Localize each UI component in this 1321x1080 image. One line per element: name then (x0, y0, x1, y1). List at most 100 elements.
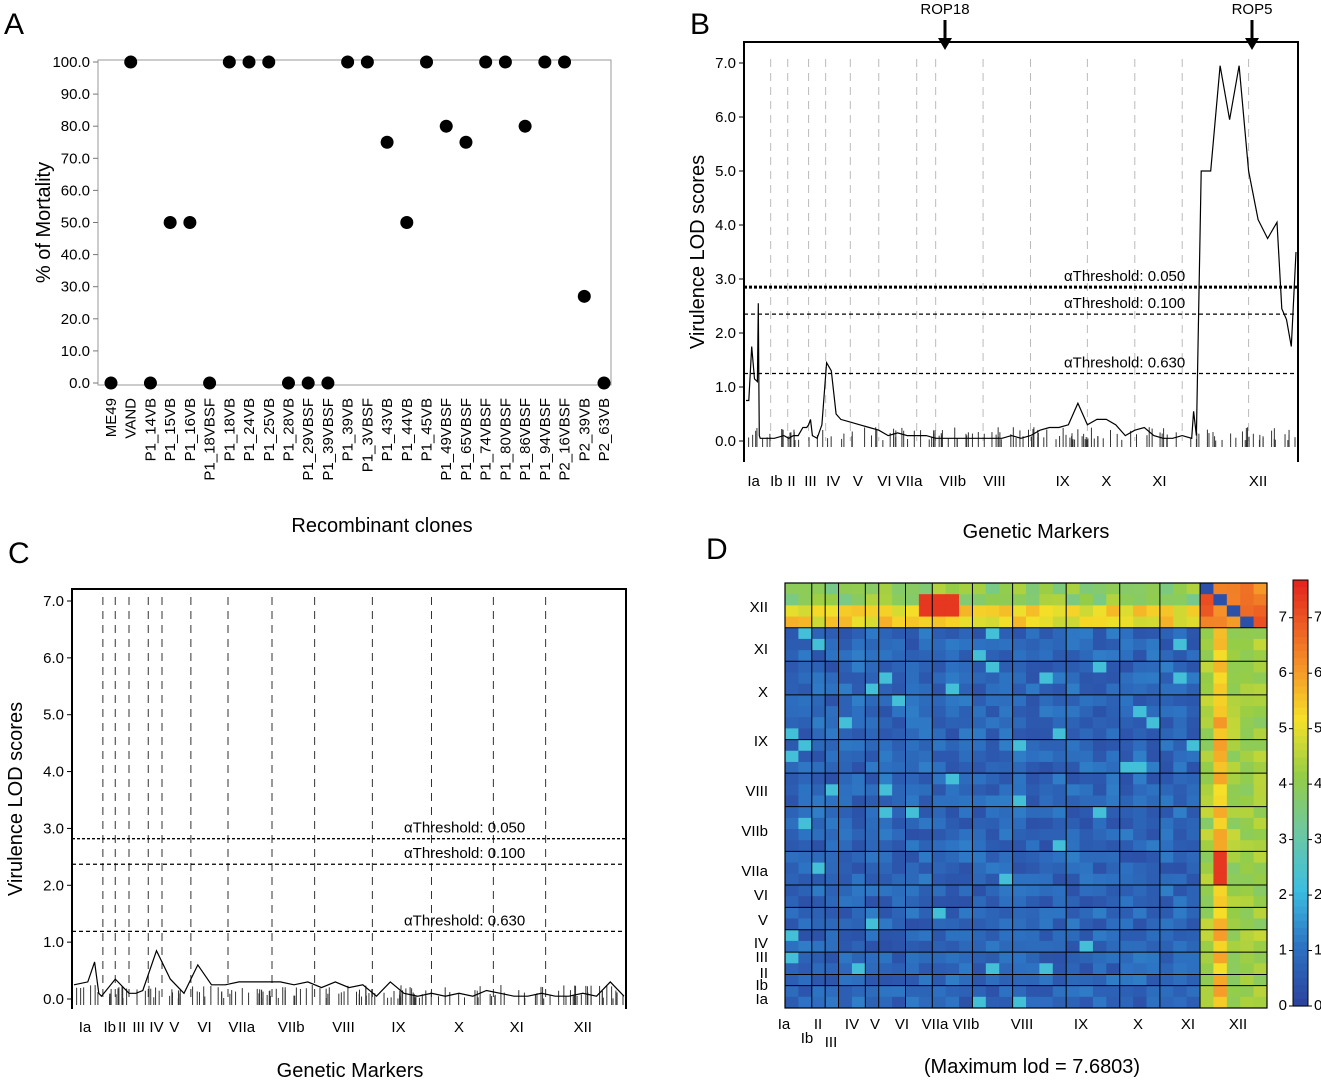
heatmap-cell (1253, 761, 1268, 774)
heatmap-cell (798, 706, 813, 718)
heatmap-cell (1253, 728, 1268, 741)
data-point (281, 376, 295, 390)
heatmap-cell (1186, 851, 1201, 864)
heatmap-cell (1173, 583, 1188, 595)
heatmap-cell (1213, 862, 1228, 875)
heatmap-cell (1159, 661, 1174, 673)
heatmap-cell (1092, 940, 1107, 953)
colorbar-segment (1293, 892, 1308, 901)
heatmap-cell (1012, 851, 1027, 864)
heatmap-cell (1213, 706, 1228, 718)
y-tick-label: 4.0 (43, 764, 64, 781)
heatmap-cell (1106, 806, 1121, 819)
heatmap-cell (838, 616, 853, 629)
heatmap-cell (1226, 918, 1241, 931)
heatmap-cell (851, 594, 866, 606)
y-tick-label: 3.0 (715, 271, 736, 288)
heatmap-cell (825, 672, 840, 685)
heatmap-cell (1200, 672, 1214, 685)
colorbar-segment (1293, 615, 1308, 624)
heatmap-cell (1146, 717, 1161, 729)
heatmap-cell (811, 963, 826, 975)
heatmap-cell (1012, 706, 1027, 718)
heatmap-cell (1173, 761, 1188, 774)
heatmap-cell (1159, 672, 1174, 685)
heatmap-cell (918, 594, 933, 606)
heatmap-cell (851, 862, 866, 875)
heatmap-cell (1186, 974, 1201, 987)
heatmap-cell (892, 616, 906, 629)
heatmap-cell (972, 940, 987, 953)
heatmap-cell (811, 907, 826, 920)
heatmap-cell (798, 907, 813, 920)
heatmap-cell (999, 806, 1014, 819)
heatmap-cell (959, 940, 973, 953)
heatmap-cell (918, 840, 933, 852)
heatmap-cell (785, 739, 799, 752)
heatmap-cell (878, 594, 893, 606)
heatmap-cell (945, 773, 960, 785)
heatmap-cell (905, 829, 920, 841)
heatmap-cell (838, 661, 853, 673)
heatmap-cell (1106, 829, 1121, 841)
heatmap-cell (1133, 594, 1147, 606)
heatmap-cell (892, 583, 906, 595)
heatmap-cell (972, 773, 987, 785)
heatmap-cell (1079, 873, 1094, 886)
heatmap-cell (905, 974, 920, 987)
heatmap-cell (999, 683, 1014, 696)
heatmap-cell (905, 784, 920, 796)
heatmap-cell (838, 817, 853, 830)
heatmap-cell (972, 884, 987, 897)
heatmap-cell (1146, 728, 1161, 741)
heatmap-cell (905, 918, 920, 931)
heatmap-cell (1026, 829, 1040, 841)
heatmap-cell (1066, 907, 1081, 920)
heatmap-cell (972, 929, 987, 942)
heatmap-cell (1052, 672, 1067, 685)
heatmap-cell (1240, 873, 1255, 886)
heatmap-cell (1240, 773, 1255, 785)
heatmap-cell (1213, 952, 1228, 964)
heatmap-cell (1133, 750, 1147, 763)
lod-line (73, 949, 625, 998)
heatmap-cell (905, 694, 920, 707)
heatmap-cell (1012, 996, 1027, 1009)
heatmap-cell (1200, 728, 1214, 741)
row-label: V (758, 912, 768, 929)
heatmap-cell (1052, 773, 1067, 785)
annotation-label: ROP18 (920, 1, 969, 18)
heatmap-cell (1106, 795, 1121, 808)
heatmap-cell (1133, 974, 1147, 987)
heatmap-cell (1039, 627, 1054, 640)
heatmap-cell (878, 829, 893, 841)
heatmap-cell (1226, 784, 1241, 796)
colorbar-segment (1293, 984, 1308, 993)
heatmap-cell (1106, 605, 1121, 618)
heatmap-cell (932, 683, 947, 696)
heatmap-cell (1253, 750, 1268, 763)
heatmap-cell (1200, 638, 1214, 651)
heatmap-cell (878, 929, 893, 942)
heatmap-cell (1026, 627, 1040, 640)
heatmap-cell (1133, 694, 1147, 707)
heatmap-cell (851, 940, 866, 953)
heatmap-cell (1159, 862, 1174, 875)
heatmap-cell (1079, 638, 1094, 651)
heatmap-cell (999, 829, 1014, 841)
colorbar-segment (1293, 828, 1308, 837)
heatmap-cell (1213, 974, 1228, 987)
annotation-arrow-head (1245, 38, 1259, 50)
heatmap-cell (1039, 873, 1054, 886)
heatmap-cell (999, 706, 1014, 718)
heatmap-cell (811, 996, 826, 1009)
heatmap-cell (1240, 616, 1255, 629)
heatmap-cell (1039, 862, 1054, 875)
heatmap-cell (1039, 829, 1054, 841)
heatmap-cell (851, 918, 866, 931)
heatmap-cell (905, 862, 920, 875)
heatmap-cell (1066, 940, 1081, 953)
heatmap-cell (1079, 694, 1094, 707)
heatmap-cell (1159, 974, 1174, 987)
heatmap-cell (959, 717, 973, 729)
